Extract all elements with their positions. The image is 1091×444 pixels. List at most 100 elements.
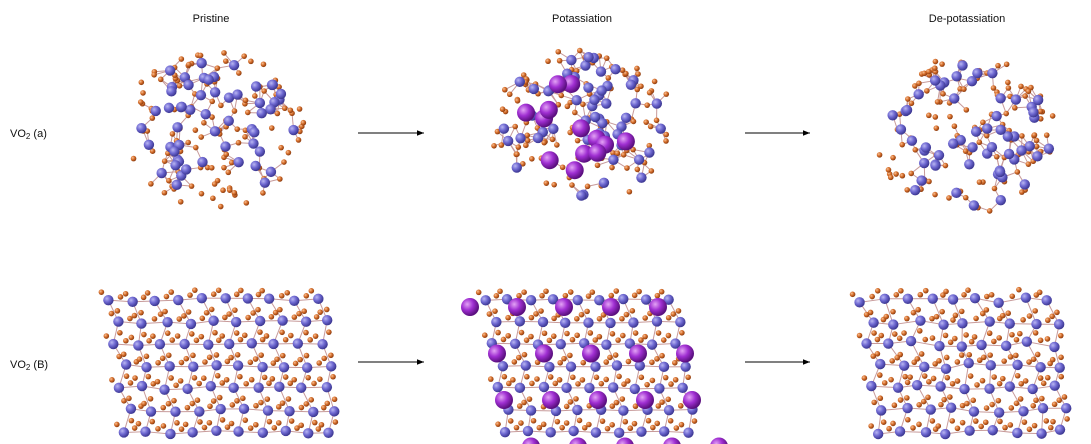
oxygen-atom <box>606 75 612 81</box>
vanadium-atom <box>156 168 166 178</box>
oxygen-atom <box>183 422 189 428</box>
vanadium-atom <box>921 142 931 152</box>
vanadium-atom <box>568 426 578 436</box>
oxygen-atom <box>228 355 234 361</box>
oxygen-atom <box>685 374 691 380</box>
vanadium-atom <box>608 155 618 165</box>
vanadium-atom <box>126 404 136 414</box>
vanadium-atom <box>203 75 213 85</box>
oxygen-atom <box>654 421 660 427</box>
vanadium-atom <box>303 428 313 438</box>
vanadium-atom <box>187 427 197 437</box>
column-title: De-potassiation <box>929 13 1005 25</box>
oxygen-atom <box>166 178 172 184</box>
oxygen-atom <box>890 421 896 427</box>
oxygen-atom <box>905 380 911 386</box>
oxygen-atom <box>871 400 877 406</box>
oxygen-atom <box>148 396 154 402</box>
oxygen-atom <box>523 143 529 149</box>
vanadium-atom <box>583 317 593 327</box>
vanadium-atom <box>108 339 118 349</box>
vanadium-atom <box>1004 149 1014 159</box>
oxygen-atom <box>1004 61 1010 67</box>
structures <box>99 48 1072 444</box>
oxygen-atom <box>155 379 161 385</box>
vanadium-atom <box>940 429 950 439</box>
oxygen-atom <box>505 333 511 339</box>
oxygen-atom <box>141 401 147 407</box>
vanadium-atom <box>103 295 113 305</box>
oxygen-atom <box>615 337 621 343</box>
oxygen-atom <box>649 168 655 174</box>
oxygen-atom <box>619 316 625 322</box>
oxygen-atom <box>274 356 280 362</box>
oxygen-atom <box>196 381 202 387</box>
vanadium-atom <box>1012 360 1022 370</box>
potassium-atom <box>617 132 635 150</box>
vanadium-atom <box>164 361 174 371</box>
vanadium-atom <box>969 200 979 210</box>
oxygen-atom <box>603 377 609 383</box>
oxygen-atom <box>132 313 138 319</box>
oxygen-atom <box>663 91 669 97</box>
oxygen-atom <box>234 292 240 298</box>
oxygen-atom <box>1014 337 1020 343</box>
oxygen-atom <box>198 134 204 140</box>
oxygen-atom <box>955 426 961 432</box>
oxygen-atom <box>970 398 976 404</box>
oxygen-atom <box>649 359 655 365</box>
oxygen-atom <box>634 66 640 72</box>
oxygen-atom <box>529 381 535 387</box>
oxygen-atom <box>1023 378 1029 384</box>
oxygen-atom <box>943 289 949 295</box>
oxygen-atom <box>492 308 498 314</box>
oxygen-atom <box>1009 405 1015 411</box>
oxygen-atom <box>656 330 662 336</box>
potassium-atom <box>535 345 553 363</box>
vanadium-atom <box>677 383 687 393</box>
oxygen-atom <box>1012 105 1018 111</box>
oxygen-atom <box>949 418 955 424</box>
vanadium-atom <box>991 111 1001 121</box>
vanadium-atom <box>935 381 945 391</box>
vanadium-atom <box>301 316 311 326</box>
vanadium-atom <box>119 427 129 437</box>
vanadium-atom <box>641 294 651 304</box>
oxygen-atom <box>991 374 997 380</box>
oxygen-atom <box>575 138 581 144</box>
oxygen-atom <box>199 316 205 322</box>
oxygen-atom <box>614 400 620 406</box>
oxygen-atom <box>207 420 213 426</box>
oxygen-atom <box>624 165 630 171</box>
oxygen-atom <box>123 338 129 344</box>
oxygen-atom <box>218 204 224 210</box>
oxygen-atom <box>552 381 558 387</box>
vanadium-atom <box>233 157 243 167</box>
oxygen-atom <box>146 374 152 380</box>
oxygen-atom <box>650 425 656 431</box>
oxygen-atom <box>943 163 949 169</box>
oxygen-atom <box>1033 330 1039 336</box>
oxygen-atom <box>573 396 579 402</box>
vanadium-atom <box>268 79 278 89</box>
oxygen-atom <box>512 359 518 365</box>
oxygen-atom <box>242 417 248 423</box>
oxygen-atom <box>308 397 314 403</box>
oxygen-atom <box>516 355 522 361</box>
oxygen-atom <box>912 147 918 153</box>
oxygen-atom <box>1050 419 1056 425</box>
oxygen-atom <box>1030 403 1036 409</box>
formula: VO <box>10 359 26 371</box>
potassium-atom <box>616 438 634 444</box>
oxygen-atom <box>1013 353 1019 359</box>
oxygen-atom <box>613 352 619 358</box>
oxygen-atom <box>140 90 146 96</box>
oxygen-atom <box>554 142 560 148</box>
oxygen-atom <box>296 137 302 143</box>
vanadium-atom <box>140 426 150 436</box>
vanadium-atom <box>210 87 220 97</box>
oxygen-atom <box>892 331 898 337</box>
vanadium-atom <box>880 294 890 304</box>
oxygen-atom <box>276 420 282 426</box>
oxygen-atom <box>494 293 500 299</box>
